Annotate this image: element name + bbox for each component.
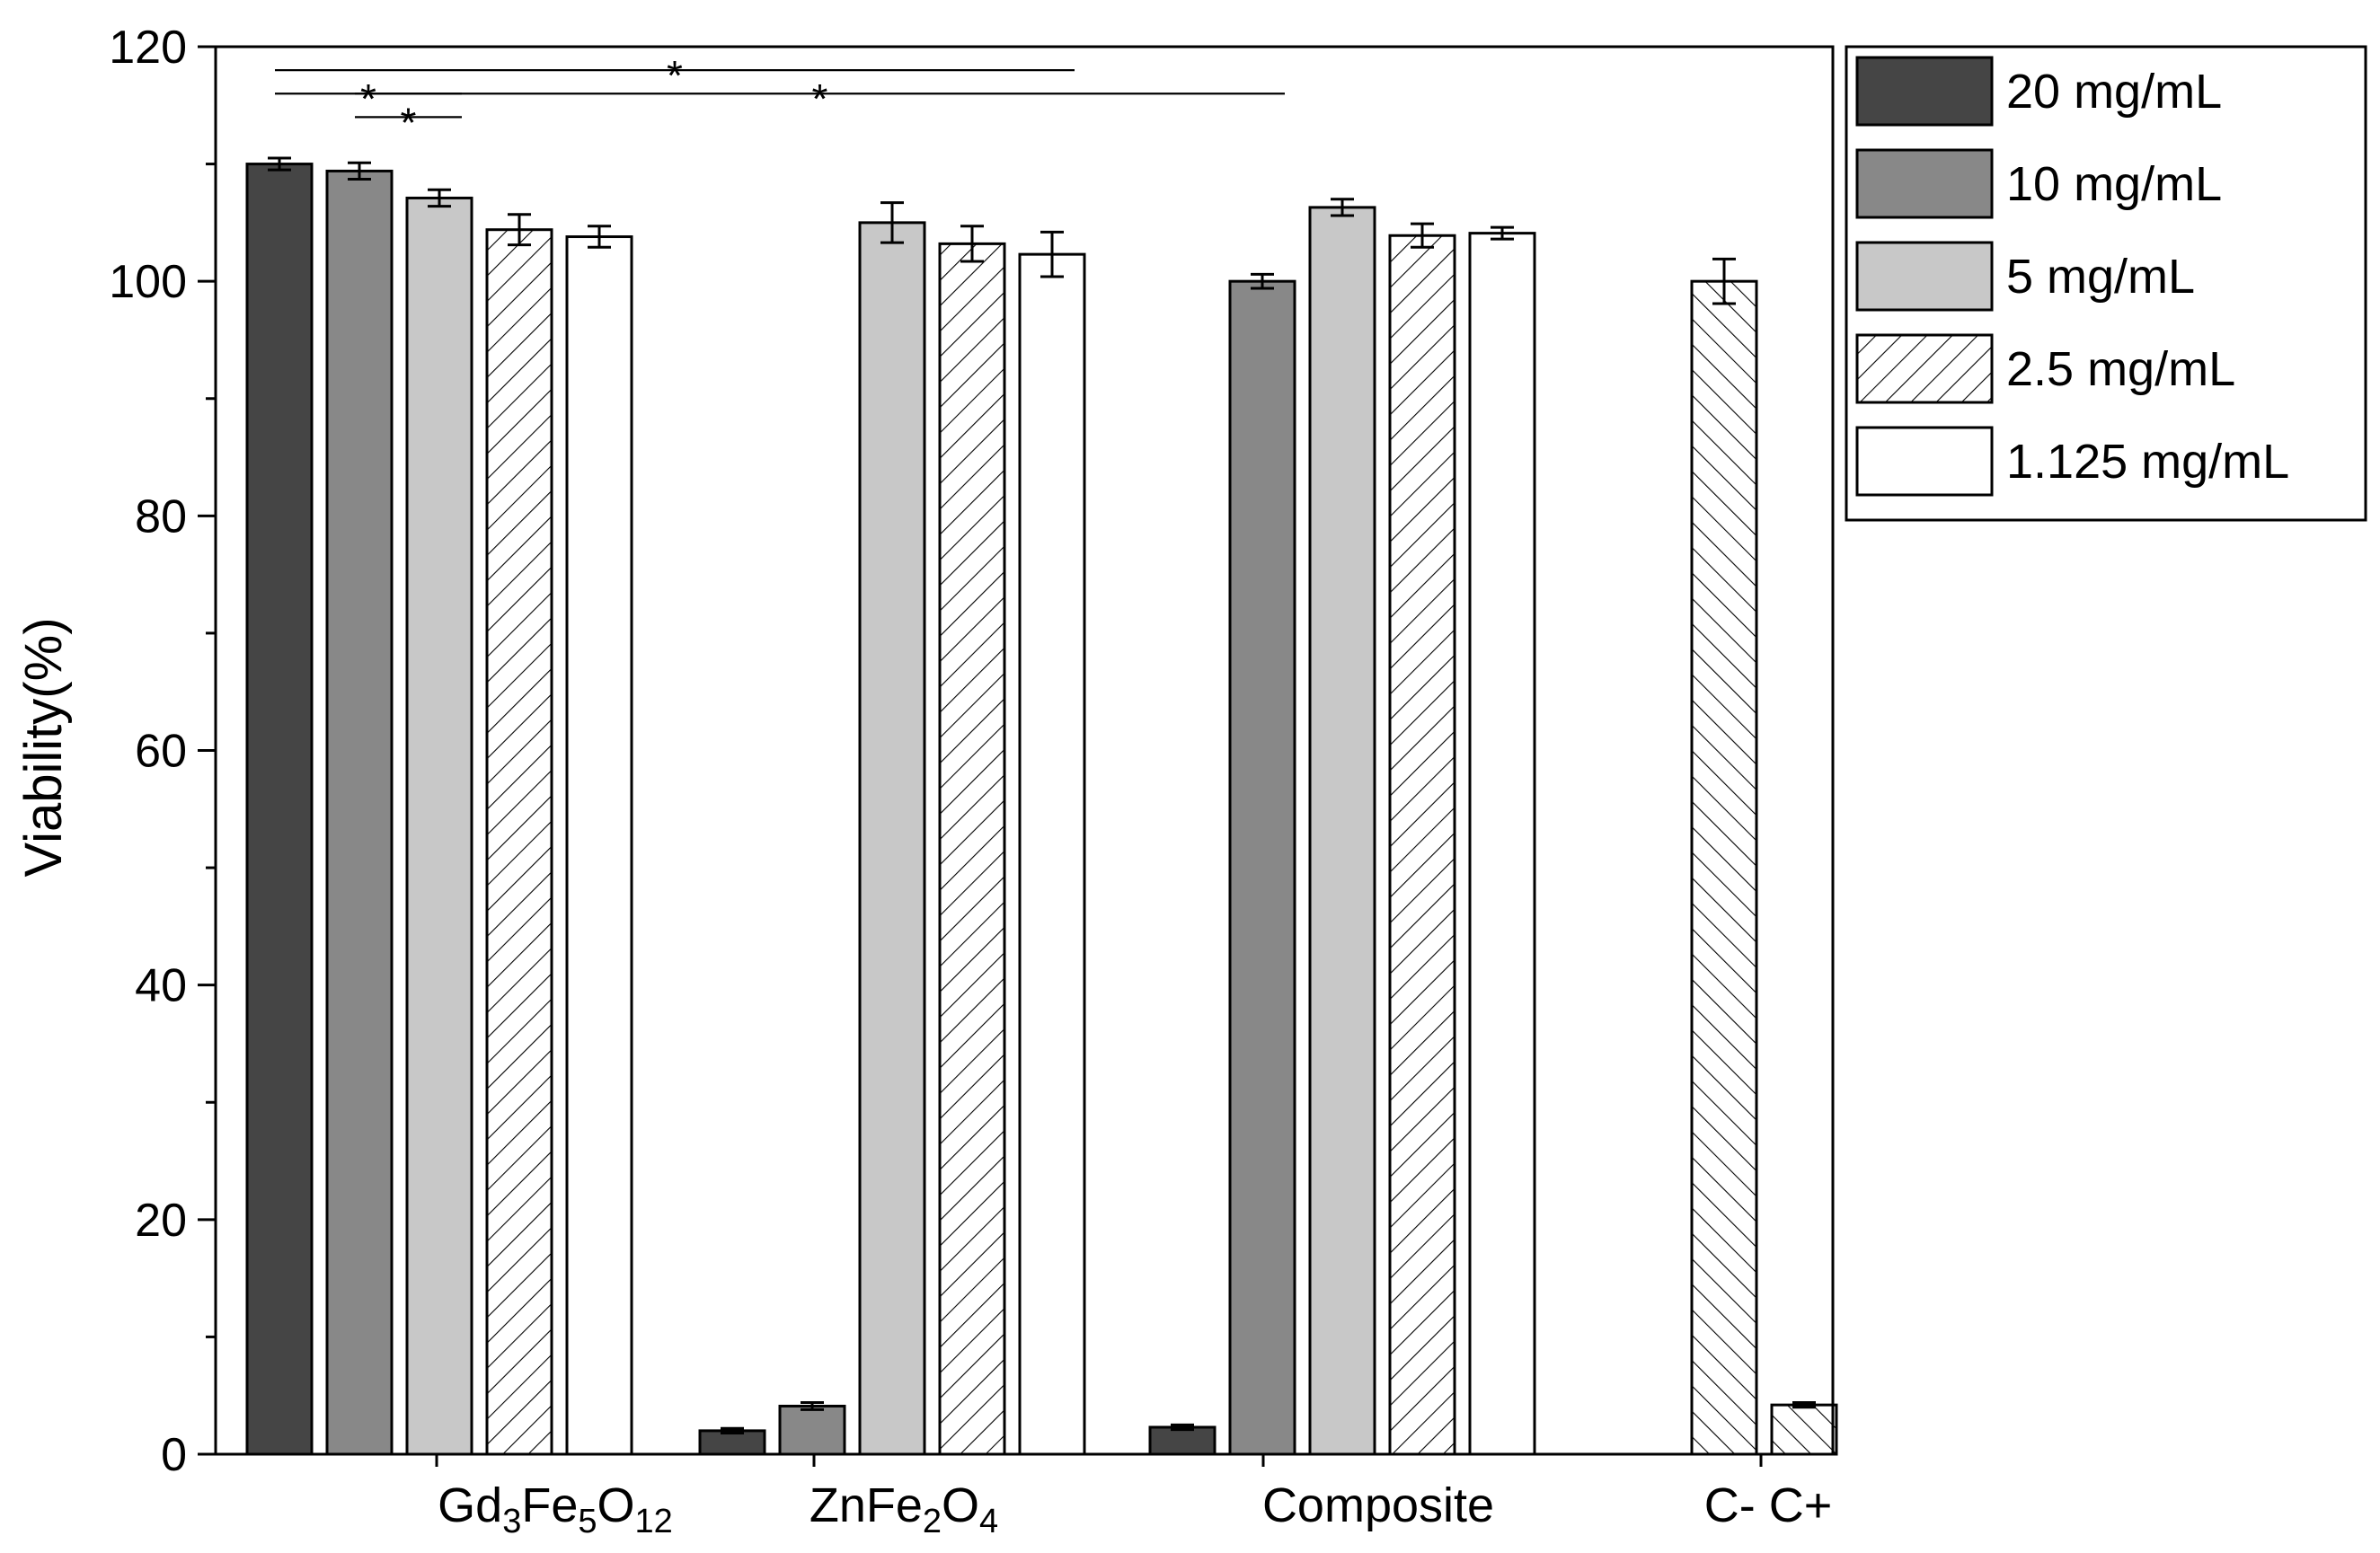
significance-star: * [812,75,828,122]
bar-group0-series1 [325,169,394,1456]
error-bar [1411,222,1434,249]
bar-group1-series3 [938,242,1006,1456]
error-bar [1491,225,1514,241]
error-bar [1792,1401,1816,1409]
significance-layer: * * * * [275,52,1285,146]
legend: 20 mg/mL 10 mg/mL 5 mg/mL 2.5 mg/mL 1.125 mg… [1845,45,2367,522]
bar-group2-series2 [1308,206,1376,1456]
bar-group0-series3 [485,228,553,1456]
y-tick-label: 20 [135,1195,187,1247]
bar-control-negative [1690,279,1758,1456]
x-axis: Gd3Fe5O12 ZnFe2O4 Composite C- C+ [435,1454,1833,1540]
error-bar [508,213,531,247]
bar-group2-series4 [1468,232,1536,1456]
y-tick-label: 100 [109,256,187,308]
legend-swatch [1855,426,1994,497]
y-tick-label: 0 [161,1429,187,1481]
error-bars-layer [268,156,1816,1434]
bar-group0-series4 [565,235,633,1456]
legend-swatch [1855,148,1994,219]
error-bar [1331,198,1354,217]
bar-group1-series1 [778,1404,846,1456]
bar-group0-series2 [405,196,473,1456]
legend-label: 2.5 mg/mL [2006,342,2235,396]
significance-star: * [360,75,376,122]
bar-group1-series4 [1018,252,1086,1456]
legend-swatch [1855,241,1994,312]
y-axis-label: Viability(%) [14,617,73,877]
legend-label: 20 mg/mL [2006,65,2222,119]
y-axis: 0 20 40 60 80 100 120 [109,22,216,1481]
bars-layer [245,163,1838,1456]
error-bar [960,225,984,263]
legend-swatch [1855,56,1994,127]
bar-group1-series2 [858,221,926,1456]
bar-group2-series1 [1228,279,1296,1456]
x-group-label: ZnFe2O4 [810,1478,998,1540]
legend-label: 10 mg/mL [2006,157,2222,211]
legend-label: 1.125 mg/mL [2006,435,2289,489]
y-tick-label: 40 [135,960,187,1012]
y-tick-label: 120 [109,22,187,74]
bar-group0-series0 [245,163,314,1456]
significance-star: * [667,52,683,99]
bar-control-positive [1770,1403,1838,1456]
error-bar [880,201,904,244]
legend-label: 5 mg/mL [2006,250,2195,304]
error-bar [588,225,611,249]
error-bar [1712,257,1736,305]
error-bar [268,156,291,172]
y-tick-label: 60 [135,726,187,778]
x-group-label: C- C+ [1704,1478,1833,1532]
error-bar [428,188,451,208]
legend-swatch [1855,333,1994,404]
error-bar [1251,272,1274,290]
error-bar [801,1401,824,1411]
error-bar [1171,1423,1194,1432]
x-group-label: Gd3Fe5O12 [438,1478,673,1540]
x-group-label: Composite [1262,1478,1494,1532]
bar-group2-series0 [1148,1425,1217,1456]
error-bar [721,1426,744,1434]
error-bar [348,161,371,181]
y-tick-label: 80 [135,490,187,543]
error-bar [1040,230,1064,278]
bar-group2-series3 [1388,234,1456,1456]
significance-star: * [401,99,417,146]
